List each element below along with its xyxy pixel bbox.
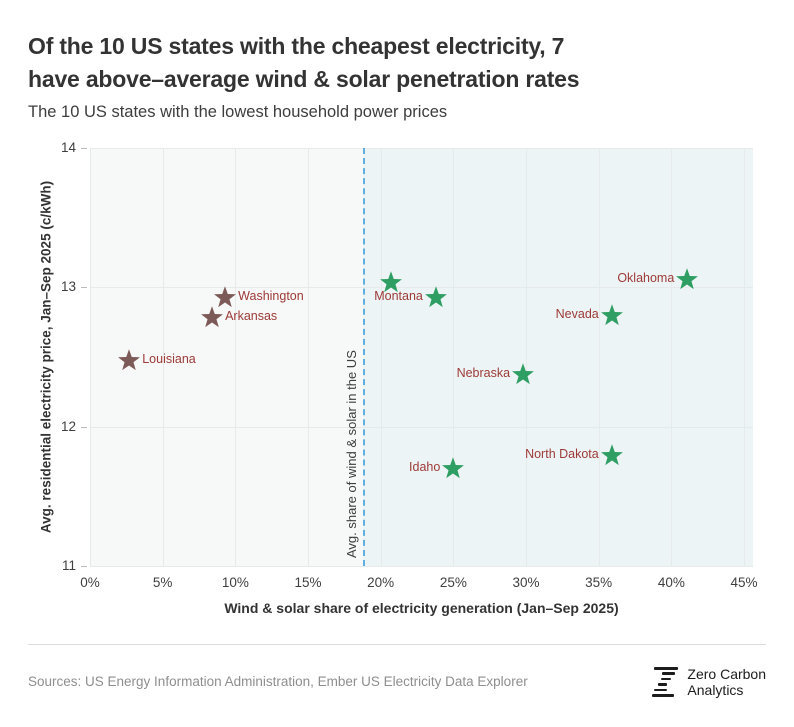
data-point-star-unlabeled [378, 269, 404, 300]
x-tick-label: 25% [439, 575, 467, 590]
y-tick-mark [81, 287, 87, 289]
chart-title: Of the 10 US states with the cheapest el… [28, 30, 773, 96]
x-tick-label: 35% [585, 575, 613, 590]
y-gridline [90, 426, 753, 428]
data-point-star-nebraska [510, 361, 536, 392]
average-share-reference-line [363, 148, 366, 566]
y-gridline [90, 287, 753, 289]
zero-carbon-logo-icon [652, 667, 679, 697]
x-tick-label: 20% [367, 575, 395, 590]
x-gridline [90, 148, 91, 566]
data-point-label: Arkansas [225, 308, 278, 323]
y-tick-mark [81, 148, 87, 149]
data-point-star-montana [423, 284, 449, 315]
y-gridline [90, 566, 753, 567]
chart-title-line-1: Of the 10 US states with the cheapest el… [28, 33, 565, 59]
data-point-star-louisiana [116, 347, 142, 378]
x-gridline [744, 148, 745, 566]
y-tick-mark [81, 566, 87, 567]
chart-subtitle: The 10 US states with the lowest househo… [28, 103, 448, 121]
x-gridline [380, 148, 382, 566]
x-gridline [308, 148, 309, 566]
data-point-star-idaho [440, 455, 466, 486]
data-point-label: Nebraska [456, 365, 511, 380]
footer-divider [28, 644, 766, 645]
y-tick-mark [81, 426, 87, 428]
x-gridline [526, 148, 527, 566]
y-tick-label: 14 [60, 140, 76, 155]
x-gridline [162, 148, 164, 566]
data-point-star-washington [212, 284, 238, 315]
data-point-label: Nevada [555, 307, 599, 322]
brand-line-1: Zero Carbon [687, 666, 766, 682]
y-tick-label: 12 [60, 418, 76, 434]
data-point-label: Louisiana [142, 351, 196, 366]
x-gridline [453, 148, 455, 566]
data-point-star-nevada [599, 302, 625, 333]
chart-title-line-2: have above–average wind & solar penetrat… [28, 66, 580, 92]
x-tick-label: 30% [512, 575, 540, 590]
y-gridline [90, 148, 753, 149]
brand-text: Zero Carbon Analytics [687, 666, 766, 698]
x-tick-label: 10% [221, 575, 249, 590]
y-tick-label: 11 [61, 558, 76, 573]
data-point-label: Oklahoma [617, 270, 675, 285]
x-tick-label: 5% [152, 575, 173, 590]
zero-carbon-analytics-logo: Zero Carbon Analytics [652, 666, 766, 698]
x-axis-title: Wind & solar share of electricity genera… [224, 600, 619, 616]
x-tick-label: 0% [80, 575, 100, 590]
y-axis-title: Avg. residential electricity price, Jan–… [38, 180, 54, 534]
data-point-label: Idaho [409, 460, 441, 475]
brand-line-2: Analytics [687, 682, 744, 698]
sources-text: Sources: US Energy Information Administr… [28, 674, 528, 689]
x-tick-label: 45% [730, 575, 758, 590]
y-tick-label: 13 [60, 279, 76, 295]
data-point-star-arkansas [199, 304, 225, 335]
x-tick-label: 40% [657, 575, 685, 590]
data-point-label: Montana [374, 289, 423, 304]
average-share-reference-label: Avg. share of wind & solar in the US [344, 350, 360, 558]
data-point-label: Washington [238, 289, 304, 304]
above-average-region [363, 148, 753, 566]
x-gridline [598, 148, 600, 566]
data-point-star-oklahoma [674, 266, 700, 297]
data-point-label: North Dakota [525, 446, 599, 461]
x-tick-label: 15% [294, 575, 322, 590]
plot-area: Avg. share of wind & solar in the US Wash… [90, 148, 753, 567]
x-gridline [671, 148, 673, 566]
data-point-star-north-dakota [599, 442, 625, 473]
x-gridline [235, 148, 237, 566]
